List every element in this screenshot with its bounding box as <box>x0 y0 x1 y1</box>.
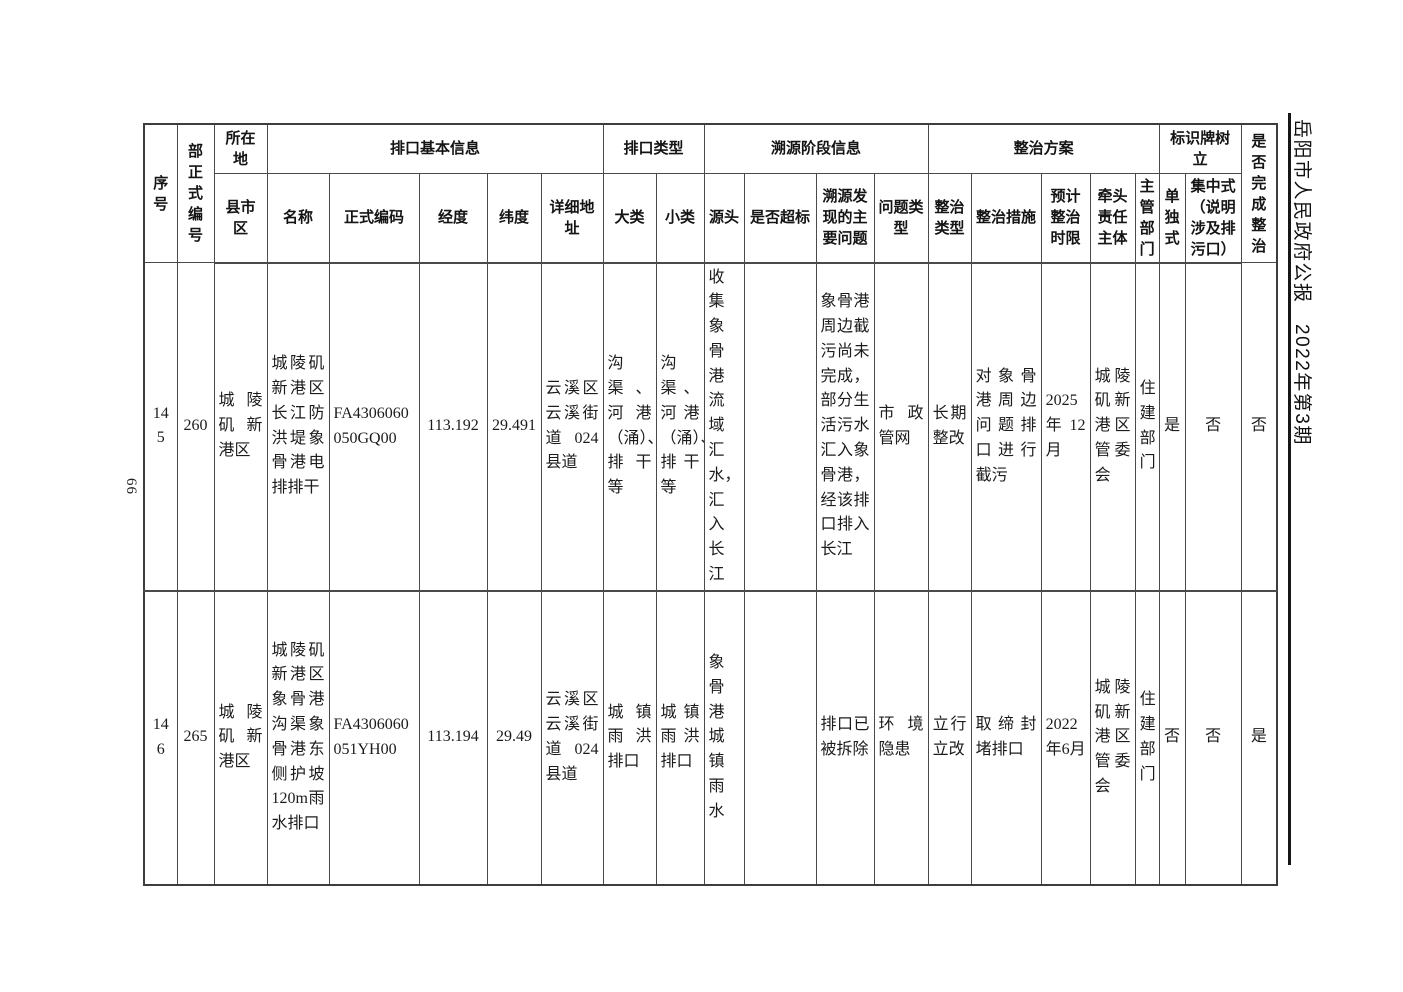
header-sub-row: 县市区 名称 正式编码 经度 纬度 详细地址 大类 小类 源头 是否超标 溯源发… <box>144 172 1277 264</box>
header-rect-deadline: 预计整治时限 <box>1040 172 1091 264</box>
cell-serial: 145 <box>143 261 178 592</box>
cell-latitude: 29.491 <box>486 261 542 592</box>
cell-problem: 排口已被拆除 <box>815 589 875 886</box>
header-source: 源头 <box>703 172 745 264</box>
header-main-problem: 溯源发现的主要问题 <box>815 172 875 264</box>
cell-sign-single: 否 <box>1158 589 1186 886</box>
cell-exceed <box>743 261 817 592</box>
cell-minor-class: 沟渠、河港（涌）、排干等 <box>655 261 705 592</box>
header-rect-measure: 整治措施 <box>970 172 1042 264</box>
margin-divider-line <box>1288 113 1291 865</box>
header-plan-group: 整治方案 <box>927 123 1160 174</box>
header-name: 名称 <box>266 172 330 264</box>
cell-official-code: FA4306060050GQ00 <box>328 261 420 592</box>
cell-name: 城陵矶新港区象骨港沟渠象骨港东侧护坡120m雨水排口 <box>266 589 330 886</box>
header-longitude: 经度 <box>418 172 488 264</box>
header-latitude: 纬度 <box>486 172 542 264</box>
header-serial: 序号 <box>143 123 178 263</box>
header-address: 详细地址 <box>540 172 604 264</box>
header-group-row: 序号 部正式编号 所在地 排口基本信息 排口类型 溯源阶段信息 整治方案 标识牌… <box>143 123 1278 263</box>
cell-completed: 否 <box>1240 261 1278 592</box>
cell-completed: 是 <box>1240 589 1278 886</box>
header-sign-single: 单独式 <box>1158 172 1186 264</box>
header-county: 县市区 <box>213 172 268 264</box>
header-dept: 主管部门 <box>1134 172 1160 264</box>
header-problem-type: 问题类型 <box>873 172 929 264</box>
cell-official-code: FA4306060051YH00 <box>328 589 420 886</box>
cell-county: 城陵矶新港区 <box>213 589 268 886</box>
cell-longitude: 113.194 <box>418 589 488 886</box>
cell-latitude: 29.49 <box>486 589 542 886</box>
cell-problem-type: 市政管网 <box>873 261 929 592</box>
header-major-class: 大类 <box>602 172 657 264</box>
cell-ministry-code: 260 <box>176 261 215 592</box>
cell-exceed <box>743 589 817 886</box>
header-outlet-type-group: 排口类型 <box>602 123 705 174</box>
header-sign-group: 标识牌树立 <box>1158 123 1242 174</box>
cell-lead: 城陵矶新港区管委会 <box>1089 589 1136 886</box>
cell-minor-class: 城镇雨洪排口 <box>655 589 705 886</box>
cell-sign-central: 否 <box>1184 589 1242 886</box>
cell-ministry-code: 265 <box>176 589 215 886</box>
cell-lead: 城陵矶新港区管委会 <box>1089 261 1136 592</box>
cell-rect-type: 立行立改 <box>927 589 972 886</box>
header-basic-info-group: 排口基本信息 <box>266 123 604 174</box>
cell-sign-single: 是 <box>1158 261 1186 592</box>
outfall-table: 序号 部正式编号 所在地 排口基本信息 排口类型 溯源阶段信息 整治方案 标识牌… <box>143 123 1279 886</box>
cell-problem-type: 环境隐患 <box>873 589 929 886</box>
page-number: 66 <box>123 478 139 495</box>
cell-address: 云溪区云溪街道024县道 <box>540 589 604 886</box>
outfall-table-container: 序号 部正式编号 所在地 排口基本信息 排口类型 溯源阶段信息 整治方案 标识牌… <box>143 123 1279 886</box>
header-exceed-standard: 是否超标 <box>743 172 817 264</box>
cell-deadline: 2025年12月 <box>1040 261 1091 592</box>
cell-dept: 住建部门 <box>1134 261 1160 592</box>
header-minor-class: 小类 <box>655 172 705 264</box>
cell-longitude: 113.192 <box>418 261 488 592</box>
header-rect-type: 整治类型 <box>927 172 972 264</box>
table-row-145: 145 260 城陵矶新港区 城陵矶新港区长江防洪堤象骨港电排排干 FA4306… <box>143 261 1278 592</box>
cell-county: 城陵矶新港区 <box>213 261 268 592</box>
header-trace-group: 溯源阶段信息 <box>703 123 929 174</box>
header-official-code: 正式编码 <box>328 172 420 264</box>
header-location-group: 所在地 <box>213 123 268 174</box>
cell-problem: 象骨港周边截污尚未完成，部分生活污水汇入象骨港，经该排口排入长江 <box>815 261 875 592</box>
cell-major-class: 沟渠、河港（涌）、排干等 <box>602 261 657 592</box>
cell-major-class: 城镇雨洪排口 <box>602 589 657 886</box>
cell-source: 收集象骨港流域汇水，汇入长江 <box>703 261 745 592</box>
cell-sign-central: 否 <box>1184 261 1242 592</box>
cell-deadline: 2022年6月 <box>1040 589 1091 886</box>
header-lead-body: 牵头责任主体 <box>1089 172 1136 264</box>
cell-measure: 对象骨港周边问题排口进行截污 <box>970 261 1042 592</box>
cell-name: 城陵矶新港区长江防洪堤象骨港电排排干 <box>266 261 330 592</box>
cell-rect-type: 长期整改 <box>927 261 972 592</box>
cell-address: 云溪区云溪街道024县道 <box>540 261 604 592</box>
gazette-title: 岳阳市人民政府公报 2022年第3期 <box>1291 119 1312 446</box>
header-ministry-code: 部正式编号 <box>176 123 215 263</box>
cell-measure: 取缔封堵排口 <box>970 589 1042 886</box>
table-row-146: 146 265 城陵矶新港区 城陵矶新港区象骨港沟渠象骨港东侧护坡120m雨水排… <box>143 589 1278 886</box>
cell-serial: 146 <box>143 589 178 886</box>
header-completed: 是否完成整治 <box>1240 123 1278 263</box>
cell-source: 象骨港城镇雨水 <box>703 589 745 886</box>
cell-dept: 住建部门 <box>1134 589 1160 886</box>
header-sign-central: 集中式（说明涉及排污口） <box>1184 172 1242 264</box>
